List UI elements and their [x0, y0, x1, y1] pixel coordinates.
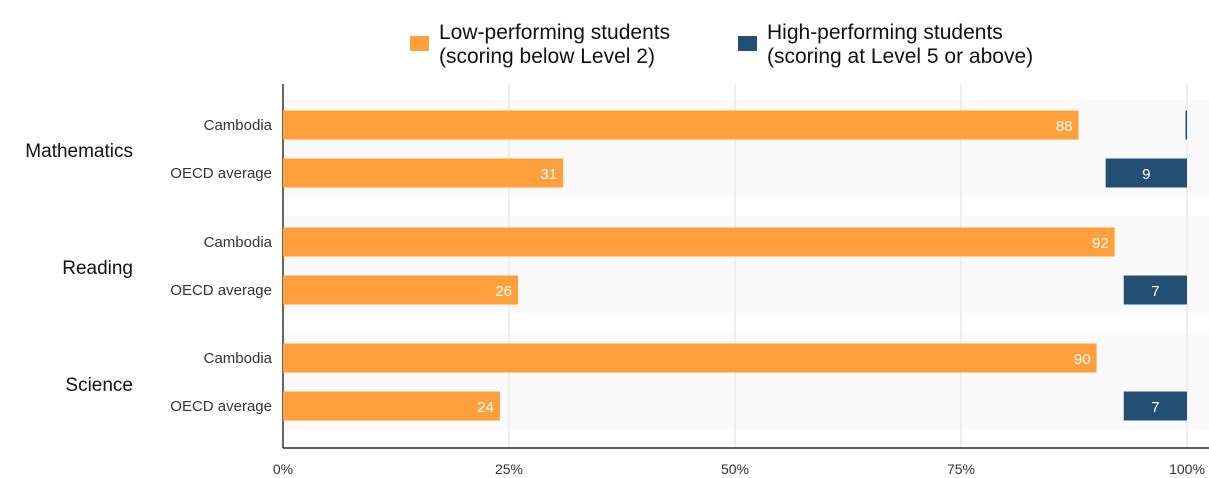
legend-label-high-line1: High-performing students [767, 21, 1003, 44]
subject-label-mathematics: Mathematics [25, 141, 133, 162]
bar-high-reading-oecd-average [1123, 275, 1187, 305]
bar-low-science-oecd-average [283, 391, 500, 421]
legend-label-low-line1: Low-performing students [439, 21, 670, 44]
x-tick-label-4: 100% [1169, 461, 1205, 477]
data-label-low-reading-oecd-average: 26 [495, 283, 512, 300]
data-label-high-reading-oecd-average: 7 [1151, 283, 1159, 300]
bar-high-mathematics-cambodia [1185, 110, 1187, 140]
data-label-high-science-oecd-average: 7 [1151, 399, 1159, 416]
bar-low-reading-oecd-average [283, 275, 519, 305]
legend-label-low-line2: (scoring below Level 2) [439, 45, 655, 68]
bar-high-science-oecd-average [1123, 391, 1187, 421]
subject-label-reading: Reading [62, 258, 133, 279]
legend-swatch-low [410, 36, 429, 51]
data-label-low-reading-cambodia: 92 [1092, 235, 1109, 252]
legend-label-high-line2: (scoring at Level 5 or above) [767, 45, 1033, 68]
x-tick-label-0: 0% [273, 461, 293, 477]
data-label-low-science-cambodia: 90 [1074, 351, 1091, 368]
row-label-reading-oecd-average: OECD average [170, 282, 272, 299]
bar-low-mathematics-oecd-average [283, 158, 564, 188]
x-tick-label-1: 25% [495, 461, 523, 477]
subject-label-science: Science [65, 375, 133, 396]
x-tick-label-2: 50% [721, 461, 749, 477]
bar-low-mathematics-cambodia [283, 110, 1079, 140]
row-label-mathematics-oecd-average: OECD average [170, 165, 272, 182]
bar-low-reading-cambodia [283, 227, 1115, 257]
data-label-low-mathematics-oecd-average: 31 [541, 166, 558, 183]
data-label-low-mathematics-cambodia: 88 [1056, 118, 1073, 135]
legend-swatch-high [738, 36, 757, 51]
data-label-high-mathematics-oecd-average: 9 [1142, 166, 1150, 183]
row-label-science-oecd-average: OECD average [170, 398, 272, 415]
x-tick-label-3: 75% [947, 461, 975, 477]
bar-low-science-cambodia [283, 343, 1097, 373]
data-label-low-science-oecd-average: 24 [477, 399, 494, 416]
bar-high-mathematics-oecd-average [1105, 158, 1187, 188]
row-label-mathematics-cambodia: Cambodia [204, 117, 273, 134]
row-label-science-cambodia: Cambodia [204, 350, 273, 367]
row-label-reading-cambodia: Cambodia [204, 234, 273, 251]
